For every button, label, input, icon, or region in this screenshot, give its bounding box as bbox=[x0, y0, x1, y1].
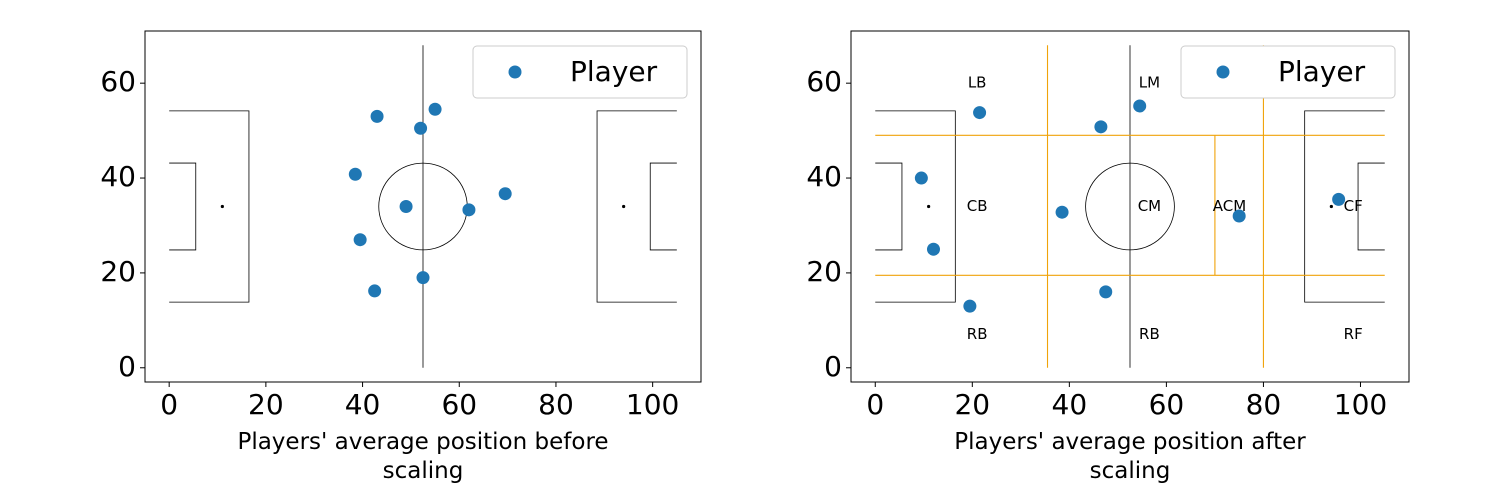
zone-label: CM bbox=[1138, 197, 1161, 215]
plot-frame bbox=[850, 30, 1410, 383]
player-point bbox=[926, 242, 940, 256]
y-tick-label: 60 bbox=[806, 65, 842, 98]
y-tick-label: 40 bbox=[806, 160, 842, 193]
right-penalty-area bbox=[1304, 110, 1385, 303]
y-tick-label: 60 bbox=[100, 65, 136, 98]
x-tick-label: 20 bbox=[954, 388, 990, 421]
zone-label: RB bbox=[967, 325, 988, 343]
player-point bbox=[1232, 209, 1246, 223]
legend: Player bbox=[472, 45, 688, 99]
x-axis-label: scaling bbox=[383, 458, 464, 484]
chart-before-scaling: 0 20 40 60 80 100 0 20 40 60 Players' average posi… bbox=[100, 30, 702, 484]
right-penalty-area bbox=[596, 110, 677, 303]
player-point bbox=[973, 106, 987, 120]
y-tick-label: 40 bbox=[100, 160, 136, 193]
y-tick-label: 20 bbox=[806, 255, 842, 288]
x-tick-label: 80 bbox=[1246, 388, 1282, 421]
player-point bbox=[498, 187, 512, 201]
zone-grid bbox=[875, 45, 1385, 368]
player-point bbox=[1099, 285, 1113, 299]
zone-label: CF bbox=[1344, 197, 1363, 215]
x-axis-label: scaling bbox=[1090, 458, 1171, 484]
right-penalty-spot bbox=[1329, 204, 1333, 209]
series-player bbox=[914, 99, 1346, 313]
x-axis-label: Players' average position before bbox=[237, 429, 608, 455]
legend-marker bbox=[508, 65, 522, 79]
player-point bbox=[1055, 205, 1069, 219]
x-tick-label: 100 bbox=[626, 388, 679, 421]
plot-frame bbox=[144, 30, 702, 383]
zone-label: RB bbox=[1139, 325, 1160, 343]
player-point bbox=[1133, 99, 1147, 113]
x-axis-label: Players' average position after bbox=[954, 429, 1306, 455]
right-penalty-spot bbox=[622, 204, 626, 209]
player-point bbox=[963, 299, 977, 313]
player-point bbox=[416, 271, 430, 285]
legend-label: Player bbox=[570, 55, 658, 88]
legend-box bbox=[1180, 45, 1396, 99]
left-goal-area bbox=[875, 162, 903, 251]
x-tick-label: 100 bbox=[1334, 388, 1387, 421]
player-point bbox=[368, 284, 382, 298]
player-point bbox=[462, 203, 476, 217]
x-tick-label: 40 bbox=[345, 388, 381, 421]
zone-label: LM bbox=[1139, 74, 1160, 92]
left-penalty-spot bbox=[927, 204, 931, 209]
y-tick-label: 0 bbox=[824, 350, 842, 383]
x-tick-label: 40 bbox=[1052, 388, 1088, 421]
player-point bbox=[348, 167, 362, 181]
x-tick-label: 20 bbox=[248, 388, 284, 421]
zone-label: LB bbox=[968, 74, 987, 92]
legend-box bbox=[472, 45, 688, 99]
player-point bbox=[353, 233, 367, 247]
left-penalty-spot bbox=[220, 204, 224, 209]
zone-label: RF bbox=[1344, 325, 1363, 343]
y-tick-label: 20 bbox=[100, 255, 136, 288]
left-penalty-area bbox=[169, 110, 250, 303]
x-tick-label: 60 bbox=[441, 388, 477, 421]
x-tick-label: 60 bbox=[1149, 388, 1185, 421]
player-point bbox=[399, 200, 413, 213]
right-goal-area bbox=[649, 162, 677, 251]
x-tick-label: 0 bbox=[160, 388, 178, 421]
zone-label: CB bbox=[967, 197, 988, 215]
legend: Player bbox=[1180, 45, 1396, 99]
legend-label: Player bbox=[1278, 55, 1366, 88]
x-tick-label: 80 bbox=[538, 388, 574, 421]
series-player bbox=[348, 102, 512, 298]
player-point bbox=[1094, 120, 1108, 134]
player-point bbox=[428, 102, 442, 116]
y-tick-label: 0 bbox=[118, 350, 136, 383]
player-point bbox=[1332, 192, 1346, 206]
player-point bbox=[414, 121, 428, 135]
legend-marker bbox=[1216, 65, 1230, 79]
left-goal-area bbox=[169, 162, 197, 251]
x-tick-label: 0 bbox=[866, 388, 884, 421]
left-penalty-area bbox=[875, 110, 956, 303]
player-point bbox=[914, 171, 928, 185]
center-circle bbox=[1085, 162, 1175, 251]
pitch-markings bbox=[875, 45, 1385, 368]
player-point bbox=[370, 109, 384, 123]
right-goal-area bbox=[1357, 162, 1385, 251]
